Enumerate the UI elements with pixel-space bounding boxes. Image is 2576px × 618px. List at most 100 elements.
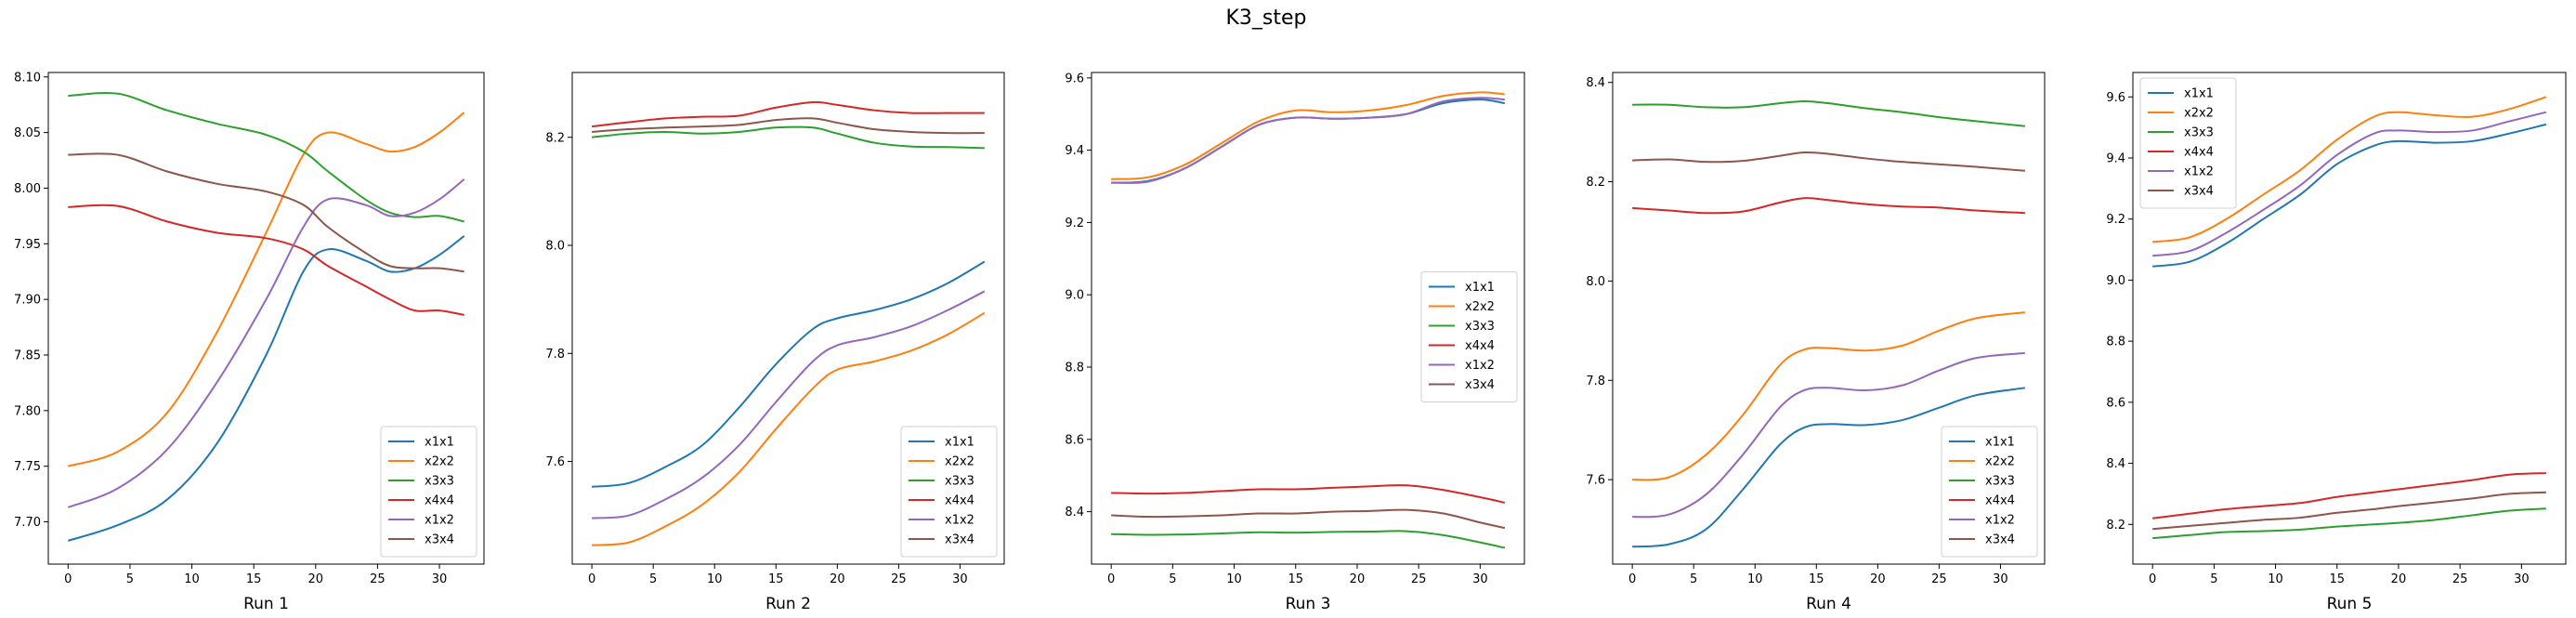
y-tick-label: 9.2 <box>2106 213 2125 227</box>
legend-label-x3x3: x3x3 <box>1465 320 1495 334</box>
panel-5: 0 5 10 15 20 25 30 8.2 8.4 8.6 8.8 9.0 9.2 9.4 9.6 Run … <box>2106 72 2567 613</box>
series-line-x1x2 <box>1111 97 1505 184</box>
y-tick-label: 8.2 <box>2106 519 2125 533</box>
y-tick-label: 8.2 <box>545 131 565 145</box>
legend-label-x2x2: x2x2 <box>425 455 454 469</box>
y-tick-label: 7.95 <box>14 238 41 252</box>
y-tick-label: 7.85 <box>14 348 41 362</box>
legend: x1x1 x2x2 x3x3 x4x4 x1x2 x3x4 <box>1941 426 2038 558</box>
y-tick-label: 7.6 <box>545 455 565 469</box>
plot-frame <box>47 72 485 565</box>
legend-label-x4x4: x4x4 <box>1985 494 2015 508</box>
x-axis-label: Run 2 <box>765 595 811 613</box>
x-tick-label: 20 <box>308 572 324 586</box>
y-tick-label: 7.8 <box>1586 375 1605 388</box>
x-axis-label: Run 1 <box>243 595 289 613</box>
series-line-x1x1 <box>592 260 986 488</box>
legend-box <box>2139 77 2237 209</box>
series-line-x1x1 <box>1632 387 2026 548</box>
panel-2: 0 5 10 15 20 25 30 7.6 7.8 8.0 8.2 Run 2 x1x1 x2x2 x3x… <box>545 72 1005 613</box>
series-line-x1x2 <box>67 178 465 508</box>
series-line-x3x4 <box>68 152 464 273</box>
x-tick-label: 25 <box>2452 572 2468 586</box>
series-line-x2x2 <box>1632 311 2025 481</box>
legend-label-x4x4: x4x4 <box>1465 339 1495 353</box>
y-tick-label: 8.2 <box>1586 176 1605 190</box>
series-line-x4x4 <box>1632 197 2025 215</box>
x-tick-label: 0 <box>588 572 595 586</box>
panel-3: 0 5 10 15 20 25 30 8.4 8.6 8.8 9.0 9.2 9.4 9.6 Run 3 x1… <box>1065 72 1525 613</box>
legend-label-x4x4: x4x4 <box>945 494 974 508</box>
series-line-x1x2 <box>592 290 986 519</box>
legend-box <box>1941 426 2038 558</box>
series-line-x4x4 <box>2152 472 2546 519</box>
series-line-x3x4 <box>1111 508 1506 530</box>
legend-label-x2x2: x2x2 <box>1465 300 1495 314</box>
y-tick-label: 8.0 <box>545 240 565 254</box>
legend-label-x4x4: x4x4 <box>425 494 454 508</box>
x-tick-label: 5 <box>2210 572 2217 586</box>
x-tick-label: 20 <box>1350 572 1366 586</box>
x-tick-label: 10 <box>1747 572 1763 586</box>
x-tick-label: 25 <box>370 572 386 586</box>
series-line-x4x4 <box>1111 484 1506 504</box>
x-tick-label: 15 <box>246 572 262 586</box>
series-line-x3x4 <box>2152 491 2546 531</box>
x-tick-label: 30 <box>1993 572 2008 586</box>
x-tick-label: 30 <box>952 572 968 586</box>
y-tick-label: 7.90 <box>14 294 41 308</box>
legend-label-x1x2: x1x2 <box>2184 165 2214 179</box>
legend-label-x1x1: x1x1 <box>1985 436 2015 450</box>
legend-box <box>900 426 998 558</box>
y-tick-label: 7.70 <box>14 516 41 530</box>
x-axis-label: Run 4 <box>1806 595 1851 613</box>
series-line-x4x4 <box>592 100 985 128</box>
plot-frame <box>571 72 1005 565</box>
series-line-x2x2 <box>592 311 986 546</box>
legend-label-x3x3: x3x3 <box>425 475 454 489</box>
x-tick-label: 5 <box>1690 572 1697 586</box>
plot-frame <box>1612 72 2046 565</box>
y-tick-label: 8.00 <box>14 182 41 196</box>
x-tick-label: 15 <box>2329 572 2345 586</box>
x-tick-label: 5 <box>1169 572 1176 586</box>
legend-label-x3x4: x3x4 <box>1465 378 1495 392</box>
x-tick-label: 0 <box>1107 572 1115 586</box>
x-tick-label: 15 <box>1809 572 1824 586</box>
legend-label-x1x1: x1x1 <box>425 436 454 450</box>
plot-frame <box>2132 72 2567 565</box>
x-tick-label: 0 <box>1628 572 1636 586</box>
series-line-x3x3 <box>1111 530 1506 549</box>
series-line-x2x2 <box>2152 96 2547 243</box>
legend-label-x1x2: x1x2 <box>1465 359 1495 373</box>
y-tick-label: 8.4 <box>1065 506 1084 519</box>
legend: x1x1 x2x2 x3x3 x4x4 x1x2 x3x4 <box>1420 271 1518 402</box>
x-tick-label: 0 <box>2149 572 2156 586</box>
series-line-x3x4 <box>1632 151 2025 172</box>
series-line-x3x3 <box>592 125 985 150</box>
legend-label-x3x4: x3x4 <box>2184 185 2214 199</box>
series-line-x2x2 <box>68 112 465 467</box>
legend-label-x2x2: x2x2 <box>1985 455 2015 469</box>
y-tick-label: 9.4 <box>1065 144 1084 158</box>
y-tick-label: 9.6 <box>1065 72 1084 85</box>
series-line-x1x1 <box>2152 123 2547 268</box>
y-tick-label: 9.2 <box>1065 217 1084 230</box>
x-tick-label: 5 <box>126 572 134 586</box>
legend-label-x3x3: x3x3 <box>945 475 974 489</box>
legend-label-x2x2: x2x2 <box>2184 107 2214 121</box>
legend-box <box>1420 271 1518 402</box>
y-tick-label: 7.75 <box>14 460 41 474</box>
legend-label-x2x2: x2x2 <box>945 455 974 469</box>
panel-1: 0 5 10 15 20 25 30 7.70 7.75 7.80 7.85 7.90 7.95 8.00… <box>14 71 485 613</box>
legend-label-x3x3: x3x3 <box>2184 126 2214 140</box>
legend-label-x1x1: x1x1 <box>2184 87 2214 101</box>
x-tick-label: 25 <box>1411 572 1427 586</box>
x-tick-label: 5 <box>649 572 657 586</box>
series-line-x2x2 <box>1111 91 1505 180</box>
legend-label-x3x4: x3x4 <box>1985 533 2015 547</box>
legend: x1x1 x2x2 x3x3 x4x4 x1x2 x3x4 <box>900 426 998 558</box>
legend-label-x1x2: x1x2 <box>1985 514 2015 528</box>
x-tick-label: 10 <box>2268 572 2283 586</box>
